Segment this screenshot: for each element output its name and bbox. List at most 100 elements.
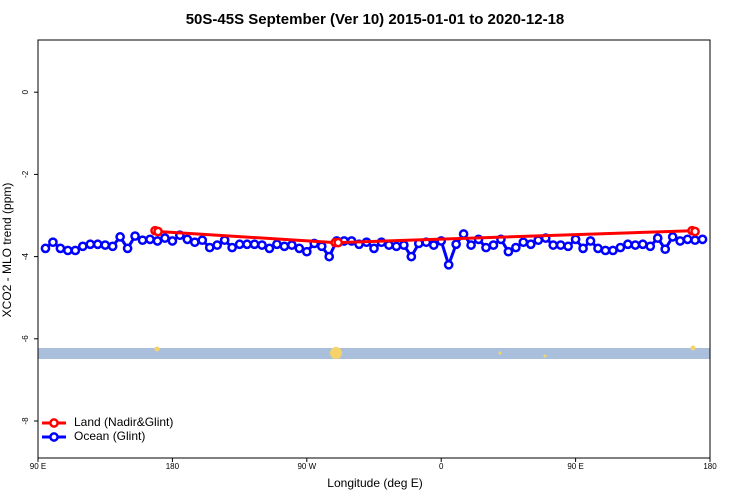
y-tick-label: -2: [21, 170, 30, 178]
point: [48, 237, 58, 248]
y-axis-label: XCO2 - MLO trend (ppm): [0, 183, 14, 318]
point: [219, 235, 230, 246]
point: [690, 226, 700, 237]
point: [249, 239, 260, 250]
x-tick-label: 90 W: [297, 462, 316, 471]
y-tick-label: 0: [21, 89, 30, 94]
point: [85, 239, 96, 250]
x-tick-label: 180: [166, 462, 180, 471]
point: [92, 239, 103, 250]
point: [637, 239, 648, 250]
coverage-markers: [154, 345, 696, 359]
x-tick-label: 0: [439, 462, 444, 471]
point: [189, 237, 200, 248]
point: [503, 246, 514, 257]
point: [511, 242, 521, 253]
point: [272, 239, 282, 250]
x-tick-label: 180: [703, 462, 717, 471]
point: [608, 245, 618, 256]
point: [264, 243, 275, 254]
point: [443, 259, 454, 270]
point: [294, 243, 305, 254]
point: [369, 243, 379, 254]
point: [122, 243, 133, 254]
point: [458, 229, 469, 239]
point: [152, 236, 163, 246]
point: [316, 241, 327, 252]
point: [197, 235, 208, 246]
chart-title: 50S-45S September (Ver 10) 2015-01-01 to…: [186, 11, 565, 28]
point: [399, 240, 409, 250]
point: [70, 245, 81, 256]
point: [660, 244, 671, 255]
point: [279, 241, 290, 252]
point: [130, 231, 140, 241]
legend-marker: [49, 432, 59, 442]
point: [406, 251, 417, 262]
coverage-band: [38, 348, 710, 359]
point: [391, 241, 402, 252]
legend-marker: [49, 418, 59, 428]
y-tick-label: -4: [21, 253, 30, 261]
point: [145, 234, 155, 245]
point: [324, 251, 335, 262]
point: [167, 236, 178, 246]
point: [115, 232, 125, 242]
plot-frame: [37, 39, 711, 459]
point: [585, 236, 596, 246]
x-tick-label: 90 E: [567, 462, 583, 471]
point: [563, 241, 573, 252]
point: [234, 239, 245, 250]
point: [257, 240, 267, 250]
x-tick-label: 90 E: [30, 462, 46, 471]
point: [555, 240, 566, 250]
point: [593, 243, 603, 254]
point: [107, 241, 118, 252]
point: [675, 236, 685, 246]
point: [481, 242, 491, 253]
y-tick-label: -8: [21, 417, 30, 425]
point: [667, 232, 678, 242]
point: [212, 240, 223, 250]
legend-label: Land (Nadir&Glint): [74, 415, 173, 429]
point: [623, 239, 633, 250]
point: [630, 240, 641, 250]
point: [533, 235, 544, 246]
point: [578, 243, 588, 254]
point: [690, 235, 700, 246]
point: [466, 240, 476, 250]
legend-label: Ocean (Glint): [74, 429, 145, 443]
point: [100, 240, 111, 250]
point: [548, 240, 559, 250]
point: [615, 242, 626, 253]
point: [682, 234, 693, 245]
x-axis-label: Longitude (deg E): [327, 476, 422, 490]
point: [488, 240, 499, 250]
point: [153, 226, 163, 237]
point: [428, 240, 439, 250]
point: [77, 241, 88, 252]
point: [55, 243, 66, 254]
series-line: [154, 229, 696, 245]
point: [518, 237, 529, 248]
point: [287, 240, 297, 250]
point: [204, 242, 215, 253]
point: [384, 240, 394, 250]
point: [697, 234, 708, 245]
point: [525, 239, 536, 250]
point: [242, 239, 252, 250]
point: [451, 239, 461, 250]
point: [40, 243, 51, 254]
point: [600, 245, 611, 256]
y-tick-label: -6: [21, 335, 30, 343]
point: [182, 234, 193, 245]
point: [570, 234, 581, 245]
point: [333, 237, 344, 248]
point: [645, 241, 656, 252]
point: [227, 242, 237, 253]
point: [137, 235, 148, 246]
point: [652, 233, 663, 243]
point: [63, 245, 73, 256]
point: [301, 246, 312, 257]
